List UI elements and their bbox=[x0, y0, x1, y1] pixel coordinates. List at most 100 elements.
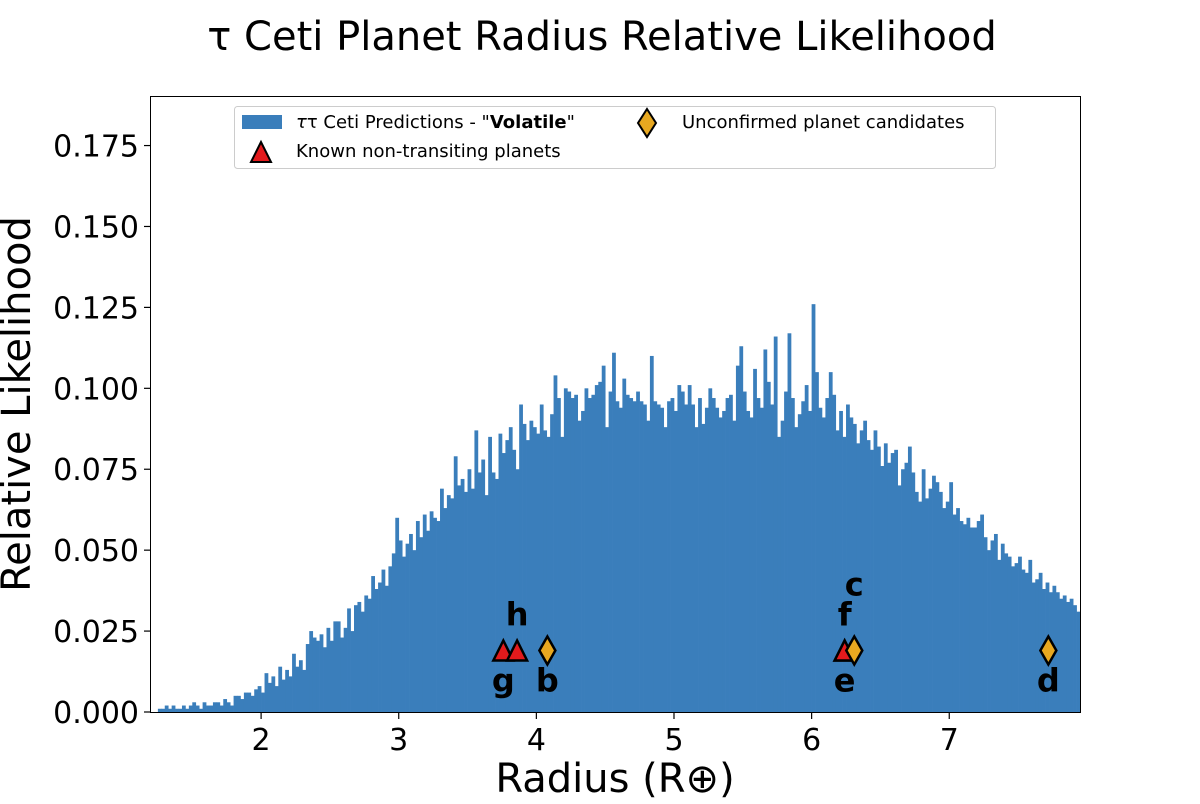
histogram-bar bbox=[715, 407, 720, 712]
histogram-bar bbox=[470, 488, 475, 712]
histogram-bar bbox=[546, 436, 551, 712]
histogram-bar bbox=[164, 705, 169, 712]
histogram-bar bbox=[271, 676, 276, 712]
histogram-bar bbox=[323, 647, 327, 712]
histogram-bar bbox=[512, 449, 517, 712]
histogram-bar bbox=[932, 475, 936, 712]
histogram-bar bbox=[990, 540, 995, 712]
histogram-bar bbox=[312, 637, 317, 712]
histogram-bar bbox=[357, 601, 362, 712]
histogram-bar bbox=[832, 394, 837, 712]
histogram-bar bbox=[526, 440, 530, 712]
histogram-bar bbox=[309, 631, 314, 712]
histogram-bar bbox=[237, 695, 241, 712]
histogram-bar bbox=[1024, 572, 1029, 712]
planet-label: c bbox=[845, 566, 864, 604]
y-tick-label: 0.150 bbox=[53, 210, 139, 245]
histogram-bar bbox=[175, 708, 179, 712]
histogram-bar bbox=[856, 443, 861, 712]
histogram-bar bbox=[464, 491, 468, 712]
histogram-bar bbox=[278, 666, 283, 712]
histogram-bar bbox=[790, 398, 795, 712]
histogram-bar bbox=[935, 482, 940, 712]
histogram-bar bbox=[285, 669, 289, 712]
histogram-bar bbox=[959, 521, 964, 712]
planet-label: e bbox=[834, 662, 856, 700]
legend-known-planet-marker bbox=[249, 139, 273, 163]
histogram-bar bbox=[264, 673, 269, 712]
histogram-bar bbox=[254, 689, 259, 712]
histogram-bar bbox=[422, 514, 427, 712]
histogram-bar bbox=[378, 582, 382, 712]
histogram-bar bbox=[274, 686, 279, 712]
histogram-bar bbox=[969, 527, 974, 712]
candidate-marker bbox=[844, 633, 864, 668]
histogram-bar bbox=[1035, 579, 1040, 712]
histogram-bar bbox=[250, 695, 255, 712]
histogram-bar bbox=[632, 401, 637, 712]
x-tick-label: 4 bbox=[527, 723, 546, 758]
histogram-bar bbox=[711, 398, 716, 712]
histogram-bar bbox=[384, 585, 389, 712]
histogram-bar bbox=[477, 472, 482, 712]
histogram-bar bbox=[1007, 556, 1012, 712]
histogram-bar bbox=[557, 398, 561, 712]
histogram-bar bbox=[1062, 595, 1067, 712]
histogram-bar bbox=[883, 443, 888, 712]
histogram-bar bbox=[316, 640, 320, 712]
histogram-bar bbox=[756, 398, 761, 712]
histogram-bar bbox=[897, 485, 902, 712]
histogram-bar bbox=[415, 521, 420, 712]
known-planet-marker bbox=[505, 637, 530, 662]
histogram-bar bbox=[866, 440, 871, 712]
legend-candidate-marker bbox=[636, 107, 658, 139]
histogram-bar bbox=[601, 365, 606, 712]
histogram-bar bbox=[292, 653, 296, 712]
histogram-bar bbox=[443, 508, 448, 712]
planet-label: f bbox=[838, 596, 853, 634]
histogram-bar bbox=[350, 631, 355, 712]
histogram-bar bbox=[467, 469, 472, 712]
histogram-bar bbox=[598, 381, 603, 712]
histogram-bar bbox=[240, 699, 245, 712]
planet-label: d bbox=[1037, 662, 1060, 700]
histogram-bar bbox=[515, 469, 520, 712]
histogram-bar bbox=[608, 391, 613, 712]
histogram-bar bbox=[942, 508, 947, 712]
histogram-bar bbox=[295, 666, 300, 712]
histogram-bar bbox=[760, 407, 764, 712]
y-tick-label: 0.025 bbox=[53, 615, 139, 650]
histogram-bar bbox=[921, 469, 926, 712]
histogram-bar bbox=[539, 404, 544, 712]
y-tick-label: 0.175 bbox=[53, 130, 139, 165]
histogram-bar bbox=[808, 410, 812, 712]
histogram-bar bbox=[354, 605, 358, 712]
histogram-bar bbox=[326, 627, 331, 712]
histogram-bar bbox=[839, 410, 843, 712]
histogram-bar bbox=[340, 637, 345, 712]
histogram-bar bbox=[784, 391, 788, 712]
histogram-bar bbox=[574, 394, 578, 712]
histogram-bar bbox=[973, 527, 978, 712]
histogram-bar bbox=[419, 537, 424, 712]
histogram-bar bbox=[381, 569, 386, 712]
histogram-bar bbox=[519, 404, 523, 712]
histogram-bar bbox=[911, 472, 916, 712]
histogram-bar bbox=[656, 404, 661, 712]
planet-label: h bbox=[506, 596, 529, 634]
histogram-bar bbox=[374, 589, 379, 712]
histogram-bar bbox=[629, 398, 634, 712]
histogram-bar bbox=[230, 705, 234, 712]
histogram-bar bbox=[488, 436, 492, 712]
histogram-bar bbox=[811, 304, 816, 712]
histogram-bar bbox=[553, 375, 558, 712]
histogram-bar bbox=[543, 430, 548, 712]
histogram-bar bbox=[1038, 572, 1043, 712]
histogram-bar bbox=[367, 598, 372, 712]
histogram-bar bbox=[216, 702, 221, 712]
histogram-bar bbox=[460, 478, 465, 712]
histogram-bar bbox=[450, 498, 455, 712]
histogram-bar bbox=[773, 336, 778, 712]
